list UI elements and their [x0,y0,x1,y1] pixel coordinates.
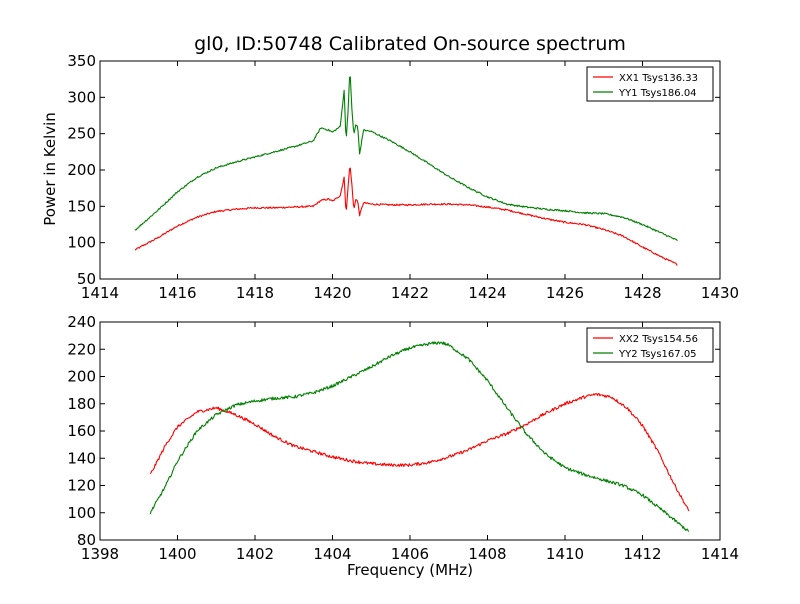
x-tick-label: 1402 [236,545,274,563]
x-tick-label: 1426 [546,284,584,302]
chart-panel-1: 1414 1416 1418 1420 1422 1424 1426 1428 1430 50 10… [67,52,739,302]
x-tick-label: 1406 [391,545,429,563]
y-tick-label: 180 [67,395,96,413]
legend-box [586,327,714,363]
x-tick-label: 1424 [468,284,506,302]
legend-label: YY2 Tsys167.05 [618,349,697,360]
y-tick-label: 200 [67,368,96,386]
y-tick-label: 50 [77,270,96,288]
x-tick-label: 1428 [623,284,661,302]
x-tick-label: 1408 [468,545,506,563]
y-tick-label: 100 [67,504,96,522]
x-tick-label: 1416 [158,284,196,302]
legend-2: XX2 Tsys154.56 YY2 Tsys167.05 [586,327,714,363]
x-tick-label: 1400 [158,545,196,563]
chart-title: gl0, ID:50748 Calibrated On-source spect… [194,33,626,55]
series-line-2-2 [149,341,690,532]
series-line-2-1 [149,393,690,512]
x-axis-label: Frequency (MHz) [346,561,474,579]
y-tick-label: 100 [67,234,96,252]
y-tick-label: 150 [67,197,96,215]
legend-box [586,66,714,102]
x-tick-label: 1398 [81,545,119,563]
legend-label: XX1 Tsys136.33 [619,73,698,84]
y-tick-label: 350 [67,52,96,70]
x-tick-label: 1418 [236,284,274,302]
legend-label: YY1 Tsys186.04 [618,88,697,99]
chart-panel-2: 1398 1400 1402 1404 1406 1408 1410 1412 1414 80 10… [67,313,739,563]
y-tick-label: 300 [67,88,96,106]
y-tick-label: 160 [67,422,96,440]
y-tick-label: 140 [67,449,96,467]
y-tick-label: 80 [77,531,96,549]
x-tick-label: 1404 [313,545,351,563]
x-tick-label: 1412 [623,545,661,563]
x-tick-label: 1414 [701,545,739,563]
x-tick-label: 1410 [546,545,584,563]
y-tick-label: 220 [67,340,96,358]
legend-1: XX1 Tsys136.33 YY1 Tsys186.04 [586,66,714,102]
x-tick-label: 1420 [313,284,351,302]
y-tick-label: 250 [67,125,96,143]
y-tick-label: 120 [67,477,96,495]
y-tick-label: 200 [67,161,96,179]
y-tick-label: 240 [67,313,96,331]
x-tick-label: 1422 [391,284,429,302]
x-tick-label: 1430 [701,284,739,302]
y-axis-label-text: Power in Kelvin [41,112,59,226]
x-tick-label: 1414 [81,284,119,302]
series-line-1-1 [134,167,678,266]
legend-label: XX2 Tsys154.56 [619,334,698,345]
series-line-1-2 [134,76,678,242]
